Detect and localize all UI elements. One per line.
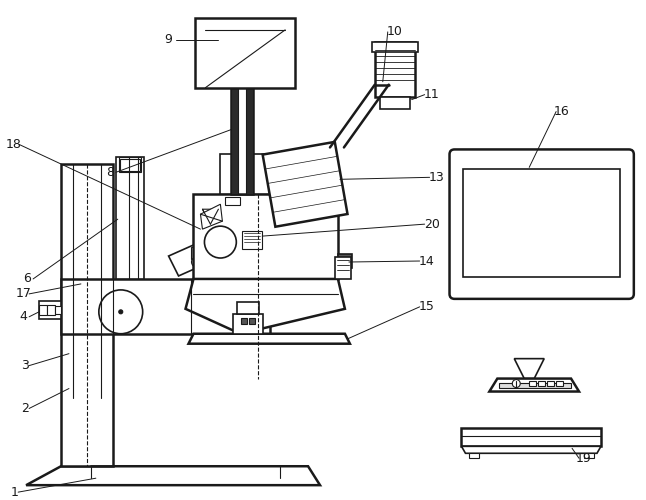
Circle shape (119, 310, 123, 314)
Circle shape (512, 380, 520, 388)
Circle shape (204, 226, 236, 258)
Bar (237, 302, 259, 314)
Text: 20: 20 (424, 218, 439, 230)
Bar (39, 305, 47, 315)
Text: 4: 4 (19, 310, 27, 324)
Bar (335, 257, 351, 279)
Bar (499, 382, 571, 388)
Bar (225, 198, 240, 205)
Bar (120, 160, 140, 172)
Bar (47, 305, 55, 315)
Bar (463, 170, 620, 277)
Text: 16: 16 (553, 105, 569, 118)
Bar (196, 18, 295, 87)
Text: 14: 14 (419, 254, 435, 268)
Polygon shape (375, 42, 415, 96)
Bar (233, 314, 263, 334)
Polygon shape (490, 378, 579, 392)
Text: 11: 11 (424, 88, 439, 101)
Circle shape (191, 257, 202, 267)
Text: 10: 10 (387, 26, 402, 38)
Bar (529, 380, 536, 386)
Bar (538, 380, 545, 386)
Bar (119, 158, 141, 172)
Bar (242, 231, 262, 249)
Polygon shape (169, 244, 205, 276)
Bar (228, 279, 258, 297)
Text: 1: 1 (10, 486, 18, 498)
Polygon shape (246, 50, 253, 195)
Text: 8: 8 (106, 166, 114, 179)
Bar (194, 194, 338, 279)
Text: 6: 6 (23, 272, 31, 285)
Polygon shape (185, 279, 345, 334)
Polygon shape (461, 428, 601, 446)
Bar (556, 380, 563, 386)
Text: 17: 17 (16, 288, 31, 300)
Bar (191, 247, 209, 259)
Polygon shape (461, 446, 601, 454)
Bar (372, 42, 418, 52)
Bar (116, 158, 143, 279)
Bar (55, 306, 61, 314)
Polygon shape (263, 142, 348, 226)
Text: 3: 3 (21, 359, 29, 372)
Polygon shape (189, 334, 350, 344)
Bar (231, 50, 253, 195)
Polygon shape (202, 209, 218, 224)
Bar (39, 301, 61, 319)
FancyBboxPatch shape (450, 150, 634, 299)
Polygon shape (231, 50, 238, 195)
Text: 18: 18 (5, 138, 21, 151)
Text: 13: 13 (429, 171, 444, 184)
Text: 15: 15 (419, 300, 435, 314)
Bar (233, 297, 255, 305)
Circle shape (99, 290, 143, 334)
Bar (242, 318, 247, 324)
Text: 2: 2 (21, 402, 29, 415)
Bar (249, 318, 255, 324)
Polygon shape (200, 204, 222, 229)
Polygon shape (380, 96, 410, 108)
Text: 19: 19 (576, 452, 592, 465)
Bar (547, 380, 554, 386)
Polygon shape (514, 358, 544, 378)
Bar (61, 279, 270, 334)
Polygon shape (26, 466, 320, 485)
Bar (220, 154, 270, 194)
Bar (338, 254, 352, 268)
Text: 9: 9 (165, 34, 172, 46)
Bar (61, 164, 113, 466)
Bar (470, 454, 479, 458)
Bar (584, 454, 594, 458)
